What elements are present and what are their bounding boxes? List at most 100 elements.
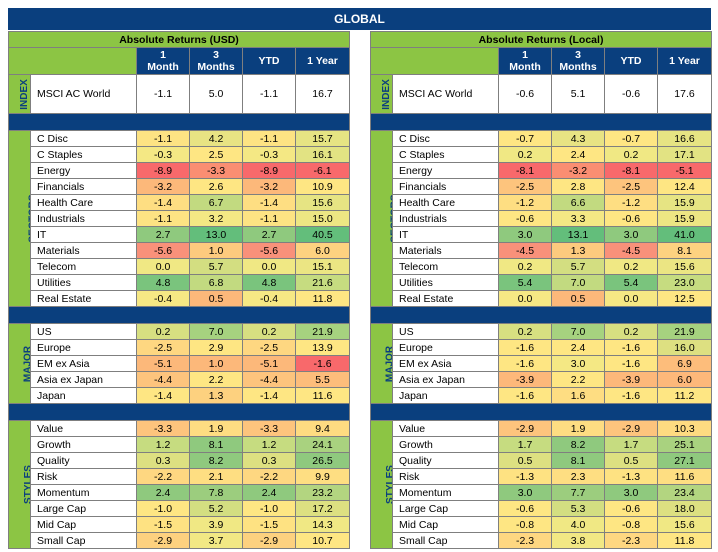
- group-label: INDEX: [8, 74, 31, 114]
- row-label: C Staples: [392, 146, 499, 163]
- value-cell: -5.1: [656, 162, 713, 179]
- row-label: Health Care: [30, 194, 137, 211]
- table-row: Europe -1.6 2.4 -1.6 16.0: [371, 339, 713, 356]
- value-cell: 3.0: [604, 484, 658, 501]
- value-cell: -1.1: [136, 210, 190, 227]
- value-cell: 21.6: [294, 274, 351, 291]
- value-cell: -2.5: [242, 339, 296, 356]
- row-label: Industrials: [30, 210, 137, 227]
- value-cell: 6.9: [656, 355, 713, 372]
- value-cell: 2.3: [551, 468, 605, 485]
- value-cell: -0.3: [242, 146, 296, 163]
- value-cell: 10.9: [294, 178, 351, 195]
- value-cell: -2.5: [604, 178, 658, 195]
- value-cell: 11.6: [294, 387, 351, 404]
- value-cell: 1.9: [189, 420, 243, 437]
- group-separator: [7, 113, 351, 131]
- value-cell: 8.2: [189, 452, 243, 469]
- column-header: YTD: [604, 47, 658, 75]
- value-cell: 5.1: [551, 74, 605, 114]
- value-cell: -1.4: [136, 387, 190, 404]
- value-cell: 4.2: [189, 130, 243, 147]
- group-label: STYLES: [8, 420, 31, 549]
- group-label: MAJORMARKETS: [8, 323, 31, 404]
- value-cell: -3.3: [242, 420, 296, 437]
- value-cell: -1.5: [242, 516, 296, 533]
- value-cell: 8.1: [189, 436, 243, 453]
- value-cell: -1.2: [498, 194, 552, 211]
- value-cell: 1.9: [551, 420, 605, 437]
- value-cell: 4.8: [242, 274, 296, 291]
- value-cell: -2.2: [242, 468, 296, 485]
- table-row: Mid Cap -1.5 3.9 -1.5 14.3: [9, 516, 351, 533]
- table-row: Telecom 0.0 5.7 0.0 15.1: [9, 258, 351, 275]
- value-cell: 2.8: [551, 178, 605, 195]
- local-returns-table: Absolute Returns (Local) 1 Month 3 Months YTD…: [369, 31, 713, 549]
- group-label: STYLES: [370, 420, 393, 549]
- row-label: C Disc: [30, 130, 137, 147]
- value-cell: 5.7: [551, 258, 605, 275]
- table-row: Small Cap -2.3 3.8 -2.3 11.8: [371, 532, 713, 549]
- value-cell: 17.1: [656, 146, 713, 163]
- row-label: Mid Cap: [392, 516, 499, 533]
- row-label: Growth: [392, 436, 499, 453]
- value-cell: -3.3: [189, 162, 243, 179]
- value-cell: -0.6: [604, 210, 658, 227]
- value-cell: 0.2: [136, 323, 190, 340]
- value-cell: -2.3: [604, 532, 658, 549]
- table-row: Financials -2.5 2.8 -2.5 12.4: [371, 178, 713, 195]
- table-row: Materials -4.5 1.3 -4.5 8.1: [371, 242, 713, 259]
- value-cell: 2.2: [189, 371, 243, 388]
- value-cell: 0.5: [498, 452, 552, 469]
- value-cell: 15.7: [294, 130, 351, 147]
- row-label: Materials: [30, 242, 137, 259]
- value-cell: 2.4: [136, 484, 190, 501]
- table-row: SECTORS C Disc -1.1 4.2 -1.1 15.7: [8, 130, 351, 307]
- value-cell: -0.6: [498, 74, 552, 114]
- value-cell: -1.6: [498, 387, 552, 404]
- value-cell: 1.2: [136, 436, 190, 453]
- value-cell: 3.0: [498, 484, 552, 501]
- row-label: MSCI AC World: [30, 74, 137, 114]
- table-row: Industrials -0.6 3.3 -0.6 15.9: [371, 210, 713, 227]
- row-label: Quality: [30, 452, 137, 469]
- value-cell: -8.1: [498, 162, 552, 179]
- value-cell: 6.0: [656, 371, 713, 388]
- table-row: Small Cap -2.9 3.7 -2.9 10.7: [9, 532, 351, 549]
- row-label: Japan: [30, 387, 137, 404]
- value-cell: -1.3: [604, 468, 658, 485]
- value-cell: -0.7: [498, 130, 552, 147]
- value-cell: 13.9: [294, 339, 351, 356]
- value-cell: 15.9: [656, 210, 713, 227]
- usd-returns-table: Absolute Returns (USD) 1 Month 3 Months YTD 1 …: [7, 31, 351, 549]
- value-cell: 1.3: [189, 387, 243, 404]
- value-cell: -2.9: [136, 532, 190, 549]
- value-cell: 40.5: [294, 226, 351, 243]
- value-cell: -1.0: [242, 500, 296, 517]
- table-row: Large Cap -1.0 5.2 -1.0 17.2: [9, 500, 351, 517]
- value-cell: 3.2: [189, 210, 243, 227]
- table-row: Utilities 5.4 7.0 5.4 23.0: [371, 274, 713, 291]
- value-cell: 16.7: [294, 74, 351, 114]
- value-cell: 0.0: [136, 258, 190, 275]
- value-cell: -3.3: [136, 420, 190, 437]
- value-cell: 21.9: [294, 323, 351, 340]
- table-row: INDEX MSCI AC World -1.1 5.0 -1.1 16.7: [8, 74, 351, 114]
- value-cell: 6.0: [294, 242, 351, 259]
- value-cell: -1.2: [604, 194, 658, 211]
- table-row: Real Estate 0.0 0.5 0.0 12.5: [371, 290, 713, 307]
- value-cell: 3.0: [551, 355, 605, 372]
- value-cell: 11.8: [656, 532, 713, 549]
- value-cell: -8.1: [604, 162, 658, 179]
- value-cell: 7.0: [189, 323, 243, 340]
- value-cell: -3.9: [604, 371, 658, 388]
- value-cell: -4.4: [242, 371, 296, 388]
- value-cell: -1.6: [604, 355, 658, 372]
- value-cell: 0.2: [498, 323, 552, 340]
- value-cell: 4.0: [551, 516, 605, 533]
- table-row: Real Estate -0.4 0.5 -0.4 11.8: [9, 290, 351, 307]
- row-label: Energy: [392, 162, 499, 179]
- table-row: SECTORS C Disc -0.7 4.3 -0.7 16.6: [370, 130, 713, 307]
- table-row: Financials -3.2 2.6 -3.2 10.9: [9, 178, 351, 195]
- value-cell: 2.4: [551, 146, 605, 163]
